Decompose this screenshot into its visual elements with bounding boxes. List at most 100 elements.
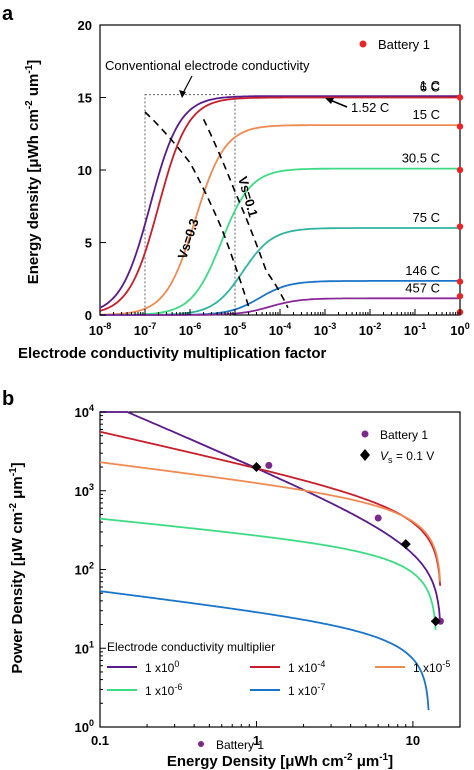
panel-b-xlabel-exp2: -1 xyxy=(379,752,388,763)
panel-b-xlabel-mu2: μ xyxy=(357,753,366,770)
a-x-tick-label: 10-5 xyxy=(224,321,246,338)
a-battery-point xyxy=(456,278,464,285)
a-series-line xyxy=(99,124,460,316)
b-series-line xyxy=(99,517,437,630)
conventional-box xyxy=(144,94,236,316)
panel-b-label: b xyxy=(2,388,14,410)
rate-1-52-label: 1.52 C xyxy=(351,100,389,115)
panel-b-x-ticks: 0.1 1 10 xyxy=(91,721,461,748)
b-y-tick-label: 103 xyxy=(75,482,94,499)
a-battery-point xyxy=(456,94,464,101)
a-series-label: 30.5 C xyxy=(402,151,440,166)
panel-b-points xyxy=(251,461,444,627)
a-series-line xyxy=(100,297,460,316)
panel-a-legend-marker xyxy=(359,40,367,48)
vs-dashed-line xyxy=(202,118,289,309)
panel-b-ylabel-mu2: μ xyxy=(9,490,26,499)
a-x-tick-label: 10-3 xyxy=(314,321,336,338)
b-vs-point xyxy=(400,539,411,550)
b-series-line xyxy=(99,461,442,583)
a-y-tick-label: 20 xyxy=(78,18,92,33)
panel-a-vs-lines xyxy=(144,111,289,309)
a-x-tick-label: 10-7 xyxy=(134,321,156,338)
panel-a-x-axis-label: Electrode conductivity multiplication fa… xyxy=(18,345,327,362)
conventional-arrowhead xyxy=(179,90,186,98)
panel-b-xlabel-main: Energy Density [ xyxy=(167,753,285,770)
panel-b-xlabel-mu: μ xyxy=(285,753,294,770)
a-series-label: 1 C xyxy=(420,78,440,93)
panel-a-curves xyxy=(99,95,460,316)
a-y-tick-label: 0 xyxy=(85,308,92,323)
a-series-line xyxy=(100,167,460,316)
b-y-tick-label: 101 xyxy=(75,639,94,656)
b-x-tick-label: 0.1 xyxy=(91,733,109,748)
conductivity-legend: 1 x100 1 x10-4 1 x10-5 1 x10-6 1 x10-7 xyxy=(107,659,450,698)
conventional-annotation: Conventional electrode conductivity xyxy=(105,58,310,73)
a-y-tick-label: 10 xyxy=(78,163,92,178)
a-series-label: 457 C xyxy=(405,280,440,295)
panel-a-guides xyxy=(144,94,236,316)
panel-a-ylabel-mu: μ xyxy=(25,158,42,167)
b-series-line xyxy=(99,590,430,711)
a-series-line xyxy=(99,96,460,312)
a-battery-point xyxy=(456,292,464,300)
panel-a-series-labels: 1 C6 C 15 C 30.5 C 75 C 146 C 457 C xyxy=(402,78,440,295)
a-y-tick-label: 5 xyxy=(85,236,92,251)
vs-label-v: V xyxy=(380,449,389,463)
panel-a-y-ticks: 0 5 10 15 20 xyxy=(78,18,106,323)
rate-1-52-arrow xyxy=(329,99,348,108)
a-x-tick-label: 10-4 xyxy=(269,321,291,338)
conductivity-legend-label: 1 x100 xyxy=(145,659,179,675)
a-series-label: 6 C xyxy=(420,80,440,95)
a-battery-point xyxy=(456,166,464,174)
b-series-line xyxy=(99,430,442,586)
a-x-tick-label: 10-1 xyxy=(404,321,426,338)
panel-b-chart: b 0.1 1 10 100 101 102 103 104 Battery 1 Vs = … xyxy=(2,388,461,770)
panel-b-ylabel-m: m xyxy=(9,476,26,489)
panel-b-xlabel-unit: Wh cm xyxy=(294,753,343,770)
b-y-tick-label: 100 xyxy=(75,718,94,735)
vs-0-3-label: Vs=0.3 xyxy=(175,217,202,261)
conductivity-legend-title: Electrode conductivity multiplier xyxy=(107,640,275,654)
panel-a-label: a xyxy=(2,3,14,25)
panel-a-chart: a 10-8 10-7 10-6 10-5 10-4 10-3 10 -2 10-1 100 0 5… xyxy=(2,3,470,362)
panel-a-ylabel-exp1: -2 xyxy=(24,100,35,109)
b-vs-point xyxy=(430,616,441,627)
a-battery-point xyxy=(456,123,464,130)
b-battery-point xyxy=(374,514,382,522)
a-y-tick-label: 15 xyxy=(78,91,92,106)
a-battery-point xyxy=(456,223,464,230)
vs-dashed-line xyxy=(144,111,250,307)
panel-b-ylabel-mu: μ xyxy=(9,552,26,561)
panel-a-legend-label: Battery 1 xyxy=(378,37,430,52)
bottom-battery-label: Battery 1 xyxy=(216,738,264,752)
a-x-tick-label: 100 xyxy=(450,321,469,338)
panel-a-battery-points xyxy=(456,94,464,316)
b-y-tick-label: 104 xyxy=(75,403,94,420)
a-x-tick-label: 10-6 xyxy=(179,321,201,338)
conductivity-legend-label: 1 x10-4 xyxy=(288,659,325,675)
panel-a-ylabel-mid: um xyxy=(25,74,42,101)
panel-b-ylabel-main: Power Density [ xyxy=(9,561,26,674)
panel-b-legend-battery-marker xyxy=(361,430,369,438)
a-series-label: 75 C xyxy=(413,210,440,225)
panel-b-curves xyxy=(99,411,442,711)
panel-b-legend-vs-label: Vs = 0.1 V xyxy=(380,449,434,465)
bottom-battery-marker xyxy=(198,741,204,747)
panel-b-ylabel-exp1: -2 xyxy=(8,503,19,512)
b-series-line xyxy=(100,411,442,623)
panel-b-y-ticks: 100 101 102 103 104 xyxy=(75,403,106,735)
b-battery-point xyxy=(265,461,273,469)
conductivity-legend-label: 1 x10-7 xyxy=(288,682,325,698)
b-x-tick-label: 1 xyxy=(253,733,260,748)
a-series-label: 146 C xyxy=(405,263,440,278)
conductivity-legend-label: 1 x10-6 xyxy=(145,682,182,698)
vs-label-rest: = 0.1 V xyxy=(393,449,435,463)
panel-a-ylabel-unit: Wh cm xyxy=(25,109,42,158)
panel-a-y-axis-label: Energy density [μWh cm-2 um-1] xyxy=(24,60,42,285)
panel-a-ylabel-exp2: -1 xyxy=(24,64,35,73)
a-x-tick-label: 10-8 xyxy=(89,321,111,338)
panel-b-legend-vs-marker xyxy=(360,449,370,461)
panel-b-ylabel-unit: W cm xyxy=(9,512,26,552)
